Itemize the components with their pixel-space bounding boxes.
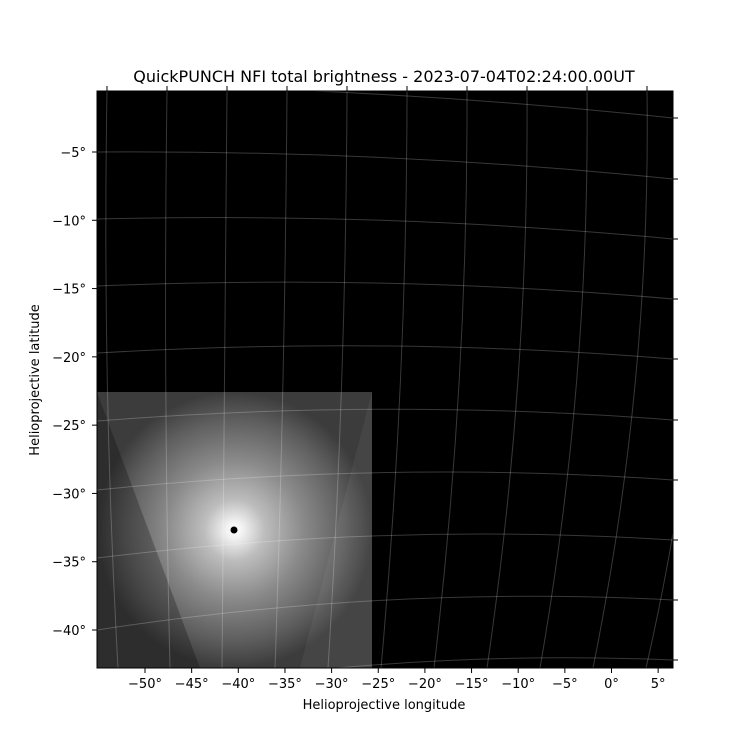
grid-line-lat [97,217,673,240]
coordinate-grid [97,91,673,668]
x-tick-label: −30° [315,677,349,692]
y-tick-label: −30° [52,487,86,502]
grid-line-lon [433,91,468,668]
grid-line-lat [331,657,673,668]
grid-line-lat [97,595,673,631]
x-tick-label: −15° [455,677,489,692]
y-tick-label: −20° [52,351,86,366]
grid-line-lon [486,91,528,668]
grid-line-lon [105,91,119,668]
x-tick-label: −50° [128,677,162,692]
y-tick-label: −10° [52,214,86,229]
grid-line-lon [221,91,228,668]
grid-line-lon [645,530,673,668]
grid-line-lon [327,91,348,668]
y-tick-label: −40° [52,624,86,639]
y-tick-label: −5° [60,146,86,161]
grid-line-lon [592,91,648,668]
grid-line-lon [274,91,288,668]
grid-line-lat [97,345,673,360]
x-tick-label: −40° [221,677,255,692]
grid-line-lat [302,91,673,119]
grid-line-lat [97,281,673,300]
x-tick-label: −45° [175,677,209,692]
x-tick-label: 5° [651,677,666,692]
x-tick-label: −10° [501,677,535,692]
x-tick-label: −5° [552,677,578,692]
grid-line-lon [380,91,408,668]
x-tick-label: −25° [361,677,395,692]
x-tick-label: 0° [604,677,619,692]
plot-frame [96,90,674,669]
grid-line-lat [97,408,673,422]
y-tick-label: −25° [52,419,86,434]
grid-line-lat [97,471,673,491]
x-tick-labels: −50° −45° −40° −35° −30° −25° −20° −15° −10° −5° 0… [128,677,666,692]
grid-line-lon [539,91,588,668]
axis-ticks [92,86,678,673]
chart-title: QuickPUNCH NFI total brightness - 2023-0… [133,67,635,86]
grid-line-lon [165,91,171,668]
grid-line-lat [97,533,673,559]
x-tick-label: −35° [268,677,302,692]
x-tick-label: −20° [408,677,442,692]
y-axis-label: Helioprojective latitude [28,304,43,455]
y-tick-labels: −5° −10° −15° −20° −25° −30° −35° −40° [52,146,86,639]
x-axis-label: Helioprojective longitude [303,698,466,713]
sun-occulter [230,526,238,534]
y-tick-label: −15° [52,283,86,298]
grid-line-lat [97,151,673,180]
image-shading [97,392,200,668]
y-tick-label: −35° [52,556,86,571]
image-shading-right [300,392,372,668]
